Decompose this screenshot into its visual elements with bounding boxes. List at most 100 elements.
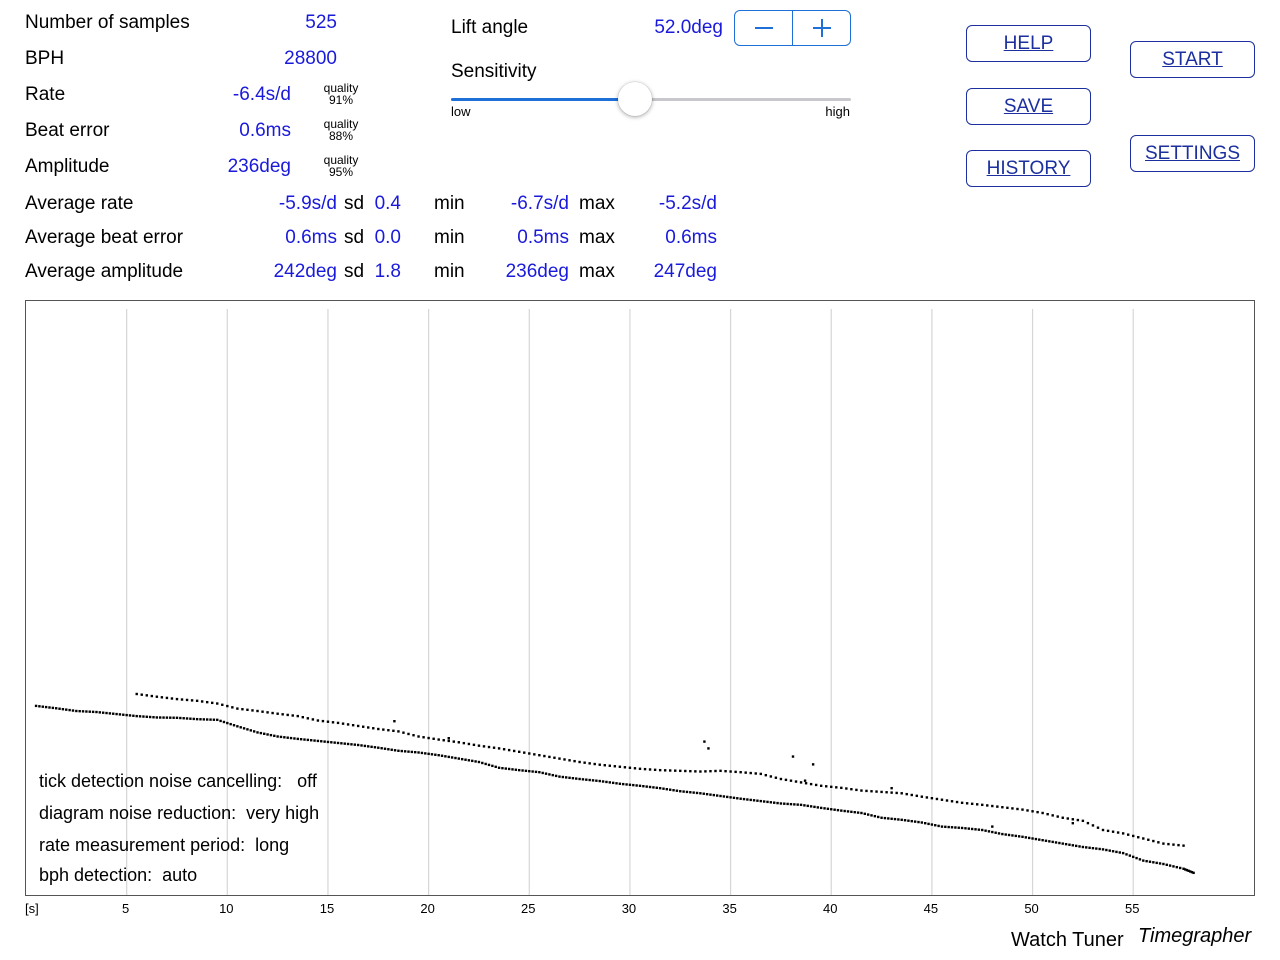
tick-point — [417, 735, 420, 738]
beat-error-quality: quality 88% — [311, 118, 371, 142]
tick-point — [1024, 836, 1028, 839]
tick-point — [462, 741, 466, 745]
tick-point — [457, 757, 461, 760]
tick-point — [945, 799, 949, 802]
tick-point — [632, 783, 635, 787]
tick-point — [1172, 843, 1175, 846]
tick-point — [200, 700, 204, 703]
tick-point — [482, 745, 486, 748]
tick-point — [1071, 818, 1075, 821]
tick-point — [873, 814, 877, 818]
tick-point — [618, 782, 622, 785]
tick-point — [393, 749, 397, 752]
tick-point — [341, 722, 345, 725]
tick-point — [68, 708, 71, 712]
tick-point — [299, 738, 303, 741]
tick-point — [970, 802, 974, 806]
tick-point — [447, 739, 450, 743]
tick-point — [692, 791, 695, 794]
tick-point — [558, 775, 561, 778]
tick-point — [521, 769, 524, 772]
min-label: min — [434, 193, 465, 214]
tick-point — [1038, 838, 1041, 841]
tick-point — [774, 776, 778, 779]
tick-point — [944, 825, 947, 829]
slider-thumb[interactable] — [618, 82, 652, 116]
tick-point — [118, 713, 122, 716]
tick-point — [784, 778, 788, 782]
history-button[interactable]: HISTORY — [966, 150, 1091, 187]
tick-point — [1147, 838, 1150, 841]
decrease-button[interactable] — [735, 11, 792, 45]
settings-button[interactable]: SETTINGS — [1130, 135, 1255, 172]
tick-point — [487, 745, 491, 749]
tick-point — [159, 716, 162, 719]
tick-point — [122, 713, 125, 716]
tick-point — [789, 802, 793, 806]
tick-point — [628, 783, 632, 786]
tick-point — [296, 714, 299, 718]
tick-point — [855, 788, 858, 792]
tick-point — [927, 822, 930, 826]
stat-value-beat-error: 0.6ms — [239, 120, 291, 141]
tick-point — [209, 718, 212, 721]
help-button[interactable]: HELP — [966, 25, 1091, 62]
tick-point — [211, 701, 214, 705]
tick-point — [1115, 850, 1118, 854]
tick-point — [910, 793, 913, 797]
tick-point — [219, 719, 222, 723]
tick-point — [799, 781, 803, 784]
tick-point — [387, 748, 390, 751]
tick-point — [950, 826, 954, 829]
tick-point — [913, 820, 917, 823]
save-button[interactable]: SAVE — [966, 88, 1091, 125]
sd-label: sd — [344, 261, 365, 282]
tick-point — [903, 819, 907, 822]
stat-label-rate: Rate — [25, 84, 66, 105]
tick-point — [1031, 810, 1034, 813]
tick-point — [1162, 862, 1165, 866]
lift-angle-label: Lift angle — [451, 17, 529, 38]
tick-point — [112, 712, 115, 715]
amplitude-quality: quality 95% — [311, 154, 371, 178]
tick-point — [266, 711, 269, 714]
tick-point — [242, 727, 246, 730]
tick-point — [1011, 834, 1014, 837]
tick-point — [1004, 833, 1007, 836]
increase-button[interactable] — [792, 11, 850, 45]
tick-point — [970, 827, 974, 831]
tick-point — [900, 792, 903, 795]
tick-point — [742, 797, 746, 801]
slider-fill — [451, 98, 635, 101]
tick-point — [1041, 811, 1044, 815]
min-value: -6.7s/d — [510, 193, 569, 214]
tick-point — [1007, 833, 1011, 837]
tick-point — [504, 767, 507, 770]
tick-point — [1165, 863, 1168, 866]
tick-point — [1152, 861, 1155, 864]
tick-point — [655, 786, 658, 789]
start-button[interactable]: START — [1130, 41, 1255, 78]
tick-point — [1081, 819, 1085, 823]
tick-point — [974, 828, 977, 831]
tick-point — [150, 694, 154, 698]
tick-point — [611, 781, 615, 785]
plus-icon — [812, 19, 831, 37]
tick-point — [450, 756, 454, 759]
tick-point — [870, 790, 873, 793]
tick-point — [1014, 834, 1017, 838]
tick-point — [1185, 868, 1189, 872]
lift-angle-stepper[interactable] — [734, 10, 851, 46]
tick-point — [145, 715, 148, 718]
tick-point — [793, 803, 796, 806]
tick-point — [759, 772, 762, 776]
min-label: min — [434, 227, 465, 248]
tick-point — [98, 711, 102, 714]
tick-point — [140, 693, 143, 696]
tick-point — [766, 800, 769, 804]
tick-point — [432, 737, 435, 740]
tick-point — [311, 718, 315, 721]
tick-point — [48, 706, 51, 709]
tick-point — [78, 709, 81, 713]
tick-point — [356, 724, 360, 728]
